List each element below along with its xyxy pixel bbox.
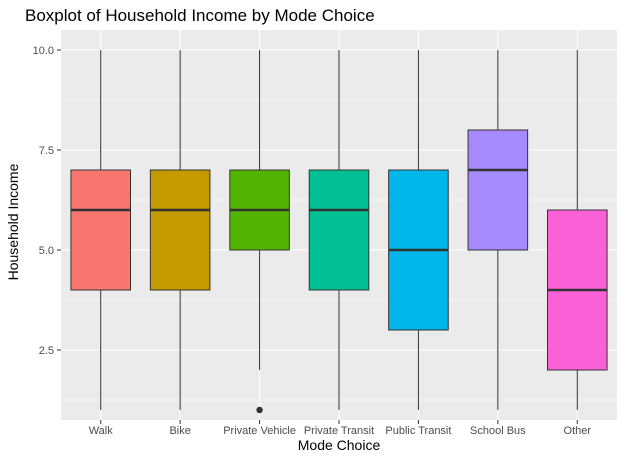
box-bike (149, 50, 211, 410)
x-tick-label: Public Transit (385, 425, 451, 437)
box-private-vehicle (229, 50, 290, 414)
x-tick-label: Private Transit (304, 425, 374, 437)
x-tick-label: Bike (169, 425, 190, 437)
x-tick-label: Walk (89, 425, 114, 437)
x-tick-label: Private Vehicle (223, 425, 296, 437)
box-public-transit (388, 50, 449, 410)
chart-title: Boxplot of Household Income by Mode Choi… (25, 6, 375, 25)
box-other (547, 50, 608, 410)
box-school-bus (467, 50, 529, 410)
boxes (70, 50, 608, 414)
y-axis-title: Household Income (5, 163, 21, 280)
y-tick-label: 10.0 (33, 45, 54, 57)
box-body (70, 169, 132, 291)
box-walk (70, 50, 132, 410)
y-tick-label: 5.0 (39, 245, 54, 257)
y-tick-label: 2.5 (39, 345, 54, 357)
x-tick-label: Other (564, 425, 592, 437)
x-tick-label: School Bus (470, 425, 526, 437)
box-private-transit (308, 50, 370, 410)
y-tick-label: 7.5 (39, 145, 54, 157)
box-body (149, 169, 211, 291)
x-axis-title: Mode Choice (298, 437, 381, 453)
box-body (308, 169, 370, 291)
outlier-point (256, 406, 263, 414)
box-body (467, 129, 529, 251)
axes: 2.5 5.0 7.5 10.0 Walk Bike Private Vehicle Priv… (33, 45, 592, 437)
